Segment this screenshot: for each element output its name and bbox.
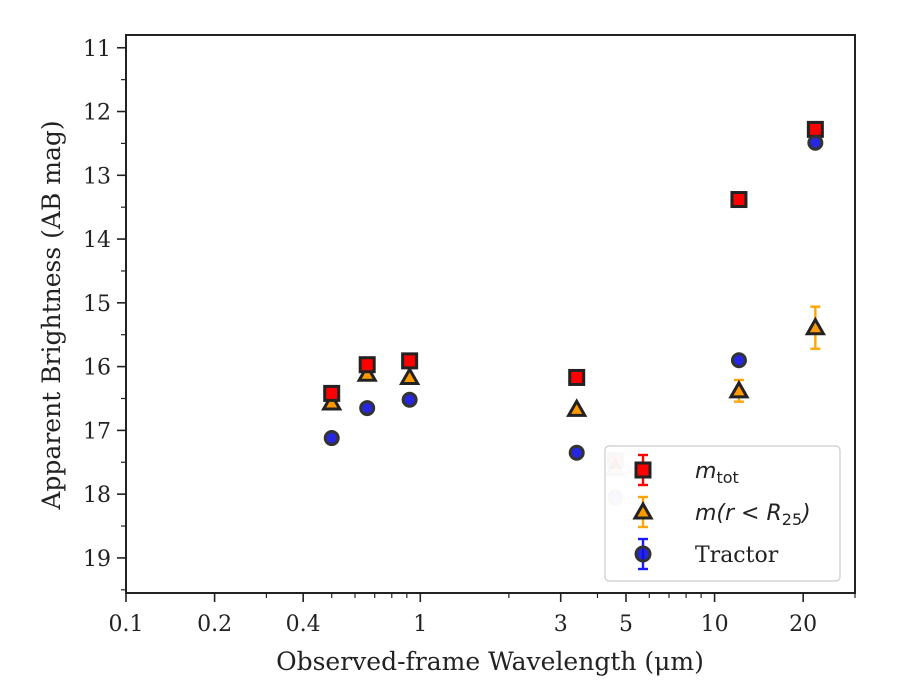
y-tick-label: 18 [83, 483, 111, 508]
marker-mtot [401, 352, 419, 370]
point-mtot [358, 356, 376, 374]
y-tick-label: 16 [83, 356, 111, 381]
x-tick-label: 5 [619, 612, 633, 637]
y-tick-label: 14 [83, 228, 111, 253]
point-mr25 [356, 363, 378, 382]
legend-label: m(r < R25) [695, 501, 811, 529]
x-tick-label: 3 [554, 612, 568, 637]
point-mtot [323, 384, 341, 402]
legend: mtot m(r < R25) Tractor [604, 445, 841, 582]
marker-mr25 [399, 366, 421, 385]
x-axis-ticks: 0.1 0.2 0.4 1 3 5 10 20 [109, 593, 856, 637]
y-tick-label: 19 [83, 547, 111, 572]
y-axis-ticks: 11 12 13 14 15 16 17 18 19 [83, 37, 126, 591]
x-tick-label: 10 [701, 612, 729, 637]
y-axis-label: Apparent Brightness (AB mag) [37, 120, 66, 510]
marker-mtot [323, 384, 341, 402]
point-mtot [806, 120, 824, 138]
marker-tractor [568, 444, 585, 461]
y-tick-label: 17 [83, 419, 111, 444]
marker-tractor [359, 400, 376, 417]
marker-mr25 [566, 398, 588, 417]
point-mtot [568, 368, 586, 386]
point-mr25 [399, 366, 421, 385]
point-mtot [730, 191, 748, 209]
y-tick-label: 11 [83, 37, 111, 62]
legend-entry: mtot [634, 453, 739, 487]
x-tick-label: 0.1 [109, 612, 144, 637]
legend-label: mtot [695, 459, 739, 487]
marker-mtot [358, 356, 376, 374]
marker-mr25 [321, 391, 343, 411]
marker-mtot [806, 120, 824, 138]
marker-tractor [323, 430, 340, 447]
point-mr25 [321, 391, 343, 411]
point-mr25 [728, 378, 750, 403]
point-tractor [323, 430, 340, 447]
plot-frame [125, 34, 856, 594]
plot-area [125, 34, 856, 594]
x-tick-label: 0.4 [286, 612, 321, 637]
x-tick-label: 1 [413, 612, 427, 637]
point-mr25 [566, 398, 588, 417]
marker-mr25 [356, 363, 378, 382]
point-tractor [359, 400, 376, 417]
y-tick-label: 13 [83, 164, 111, 189]
marker-tractor [401, 391, 418, 408]
y-tick-label: 15 [83, 292, 111, 317]
marker-mtot [568, 368, 586, 386]
x-tick-label: 20 [789, 612, 817, 637]
x-tick-label: 0.2 [197, 612, 232, 637]
legend-marker [634, 461, 652, 479]
point-tractor [401, 391, 418, 408]
marker-tractor [807, 134, 824, 151]
point-tractor [568, 444, 585, 461]
point-tractor [730, 352, 747, 369]
point-mtot [401, 352, 419, 370]
legend-box [604, 445, 841, 582]
point-tractor [807, 134, 824, 151]
x-axis-label: Observed-frame Wavelength (μm) [276, 647, 704, 676]
marker-mtot [730, 191, 748, 209]
marker-tractor [730, 352, 747, 369]
marker-mr25 [728, 379, 750, 399]
point-mr25 [804, 305, 826, 350]
legend-label: Tractor [695, 543, 779, 568]
legend-marker [632, 500, 654, 520]
marker-mr25 [804, 316, 826, 336]
legend-marker [634, 545, 652, 563]
legend-entry: Tractor [634, 537, 779, 571]
y-tick-label: 12 [83, 101, 111, 126]
legend-entry: m(r < R25) [632, 495, 811, 529]
